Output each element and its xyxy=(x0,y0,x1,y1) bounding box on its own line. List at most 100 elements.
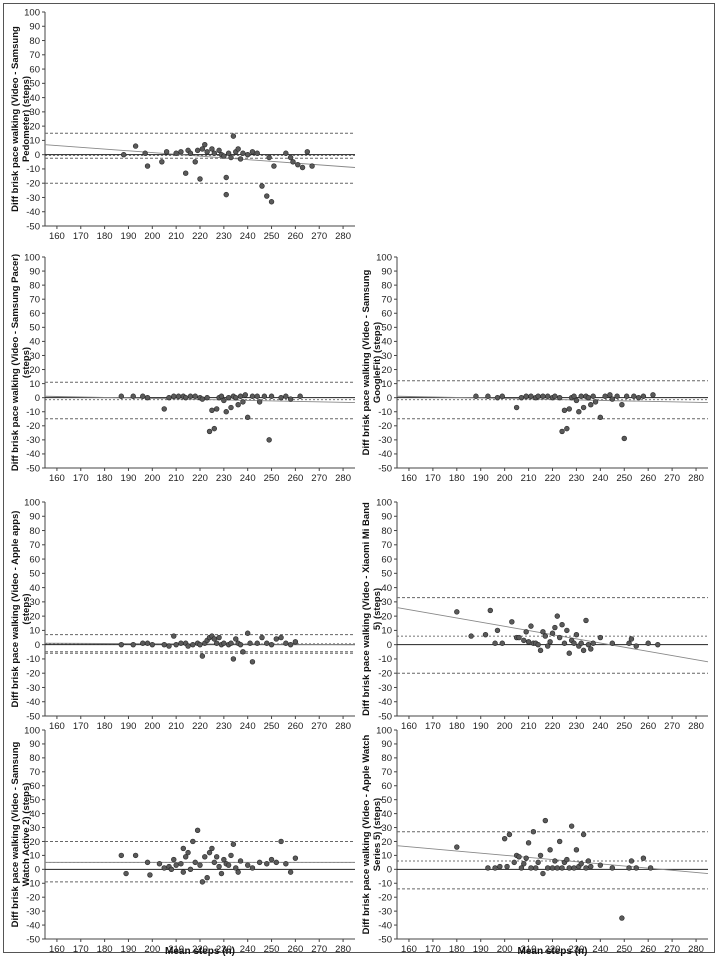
y-tick-label: 70 xyxy=(29,50,40,61)
x-tick-label: 240 xyxy=(592,473,608,484)
x-tick-label: 220 xyxy=(545,944,561,955)
y-tick-label: 0 xyxy=(387,640,392,651)
data-point xyxy=(230,841,237,847)
data-point xyxy=(497,863,503,870)
data-point xyxy=(549,630,556,636)
data-point xyxy=(132,143,139,149)
data-point xyxy=(264,193,270,199)
x-tick-label: 180 xyxy=(449,944,465,955)
x-tick-label: 160 xyxy=(49,231,65,242)
data-point xyxy=(528,623,534,629)
y-tick-label: 30 xyxy=(29,823,40,834)
y-tick-label: -40 xyxy=(26,920,40,931)
data-point xyxy=(287,154,294,161)
y-tick-label: 0 xyxy=(35,865,40,876)
data-point xyxy=(619,402,625,408)
data-point xyxy=(516,854,522,860)
x-tick-label: 200 xyxy=(144,944,160,955)
data-point xyxy=(607,392,613,398)
data-point xyxy=(213,406,220,412)
x-tick-label: 190 xyxy=(473,473,489,484)
data-point xyxy=(588,402,594,408)
data-point xyxy=(487,607,493,614)
y-tick-label: 30 xyxy=(381,597,392,608)
y-tick-label: 30 xyxy=(381,351,392,362)
x-tick-label: 160 xyxy=(49,944,65,955)
data-point xyxy=(259,634,265,641)
data-point xyxy=(588,863,594,870)
data-point xyxy=(501,835,508,842)
data-point xyxy=(468,633,474,639)
data-point xyxy=(561,640,568,646)
y-tick-label: 50 xyxy=(29,323,40,334)
data-point xyxy=(209,146,215,152)
data-point xyxy=(197,862,203,868)
data-point xyxy=(178,861,184,867)
x-tick-label: 240 xyxy=(240,721,256,732)
data-point xyxy=(283,640,289,646)
data-point xyxy=(297,393,303,399)
data-point xyxy=(454,844,460,850)
x-tick-label: 230 xyxy=(568,721,584,732)
x-tick-label: 270 xyxy=(311,944,327,955)
data-point xyxy=(216,634,222,641)
data-point xyxy=(190,838,196,845)
y-axis-label: 5) (steps) xyxy=(372,588,383,630)
data-point xyxy=(192,859,198,866)
data-point xyxy=(576,409,582,415)
x-tick-label: 170 xyxy=(73,721,89,732)
data-point xyxy=(516,634,522,641)
x-tick-label: 180 xyxy=(97,231,113,242)
data-point xyxy=(537,647,544,654)
y-tick-label: -20 xyxy=(378,893,392,904)
x-tick-label: 270 xyxy=(311,721,327,732)
data-point xyxy=(564,856,570,863)
data-point xyxy=(221,640,227,646)
data-point xyxy=(199,146,206,152)
data-point xyxy=(221,397,227,404)
data-point xyxy=(235,402,241,408)
data-point xyxy=(511,859,517,866)
x-tick-label: 220 xyxy=(192,473,208,484)
data-point xyxy=(521,861,527,867)
y-tick-label: -10 xyxy=(378,879,392,890)
data-point xyxy=(573,631,580,638)
data-point xyxy=(247,640,253,646)
x-tick-label: 210 xyxy=(521,721,537,732)
data-point xyxy=(571,640,577,646)
data-point xyxy=(118,641,125,648)
data-point xyxy=(197,641,203,648)
data-point xyxy=(566,865,572,871)
x-tick-label: 200 xyxy=(144,473,160,484)
x-tick-label: 270 xyxy=(311,473,327,484)
y-tick-label: -50 xyxy=(378,934,392,945)
y-tick-label: -30 xyxy=(378,435,392,446)
data-point xyxy=(588,646,594,652)
y-tick-label: -50 xyxy=(26,463,40,474)
data-point xyxy=(454,609,460,615)
data-point xyxy=(566,406,572,412)
y-tick-label: 60 xyxy=(29,781,40,792)
data-point xyxy=(287,641,294,648)
y-tick-label: -40 xyxy=(378,920,392,931)
data-point xyxy=(163,149,170,155)
data-point xyxy=(180,869,187,875)
data-point xyxy=(492,640,498,646)
x-tick-label: 270 xyxy=(311,231,327,242)
data-point xyxy=(580,647,587,654)
y-tick-label: 50 xyxy=(381,795,392,806)
data-point xyxy=(268,856,275,863)
data-point xyxy=(173,150,179,156)
data-point xyxy=(256,859,263,866)
data-point xyxy=(559,428,565,435)
x-tick-label: 230 xyxy=(568,473,584,484)
data-point xyxy=(623,393,630,399)
y-tick-label: 50 xyxy=(381,323,392,334)
data-point xyxy=(209,845,215,852)
data-point xyxy=(556,634,563,641)
data-point xyxy=(556,838,563,845)
x-tick-label: 200 xyxy=(497,721,513,732)
x-axis-label: Mean steps (n) xyxy=(165,946,235,957)
x-tick-label: 190 xyxy=(473,944,489,955)
data-point xyxy=(171,856,177,863)
